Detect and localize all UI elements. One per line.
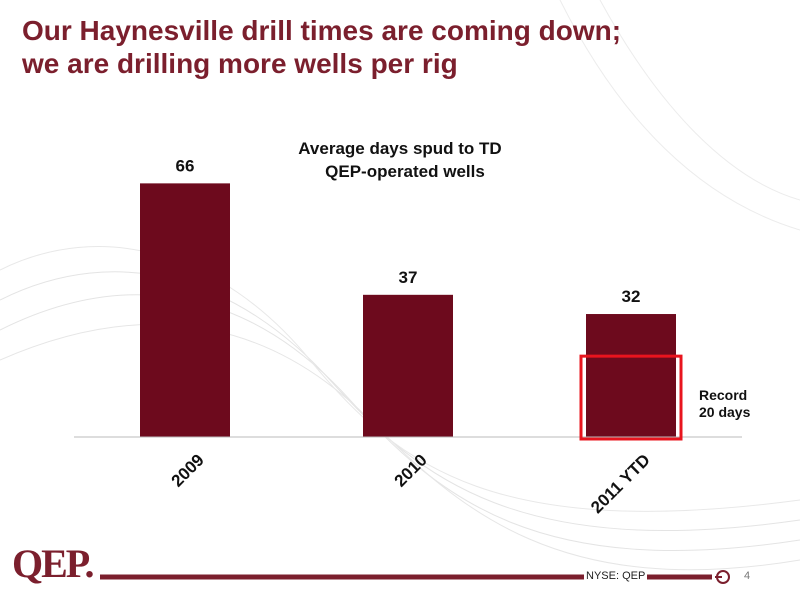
bar-2009 — [140, 183, 230, 437]
chart-title-line-2: QEP-operated wells — [325, 162, 485, 181]
qep-logo: QEP. — [12, 541, 95, 586]
bar-chart: Average days spud to TD QEP-operated wel… — [74, 139, 751, 517]
record-label-line-1: Record — [699, 387, 747, 403]
slide-title-line-1: Our Haynesville drill times are coming d… — [22, 15, 622, 46]
bars-group: 66 37 32 — [140, 156, 676, 437]
footer-ticker: NYSE: QEP — [584, 570, 648, 582]
slide-title: Our Haynesville drill times are coming d… — [22, 14, 782, 80]
record-label-line-2: 20 days — [699, 404, 751, 420]
data-label-2011-ytd: 32 — [622, 287, 641, 306]
page-number: 4 — [744, 570, 751, 582]
bar-2010 — [363, 294, 453, 437]
data-label-2010: 37 — [399, 268, 418, 287]
bar-2011-ytd — [586, 314, 676, 437]
slide-title-line-2: we are drilling more wells per rig — [22, 48, 458, 79]
data-label-2009: 66 — [176, 156, 195, 175]
chart-title-line-1: Average days spud to TD — [298, 139, 501, 158]
record-highlight-box — [579, 354, 683, 441]
